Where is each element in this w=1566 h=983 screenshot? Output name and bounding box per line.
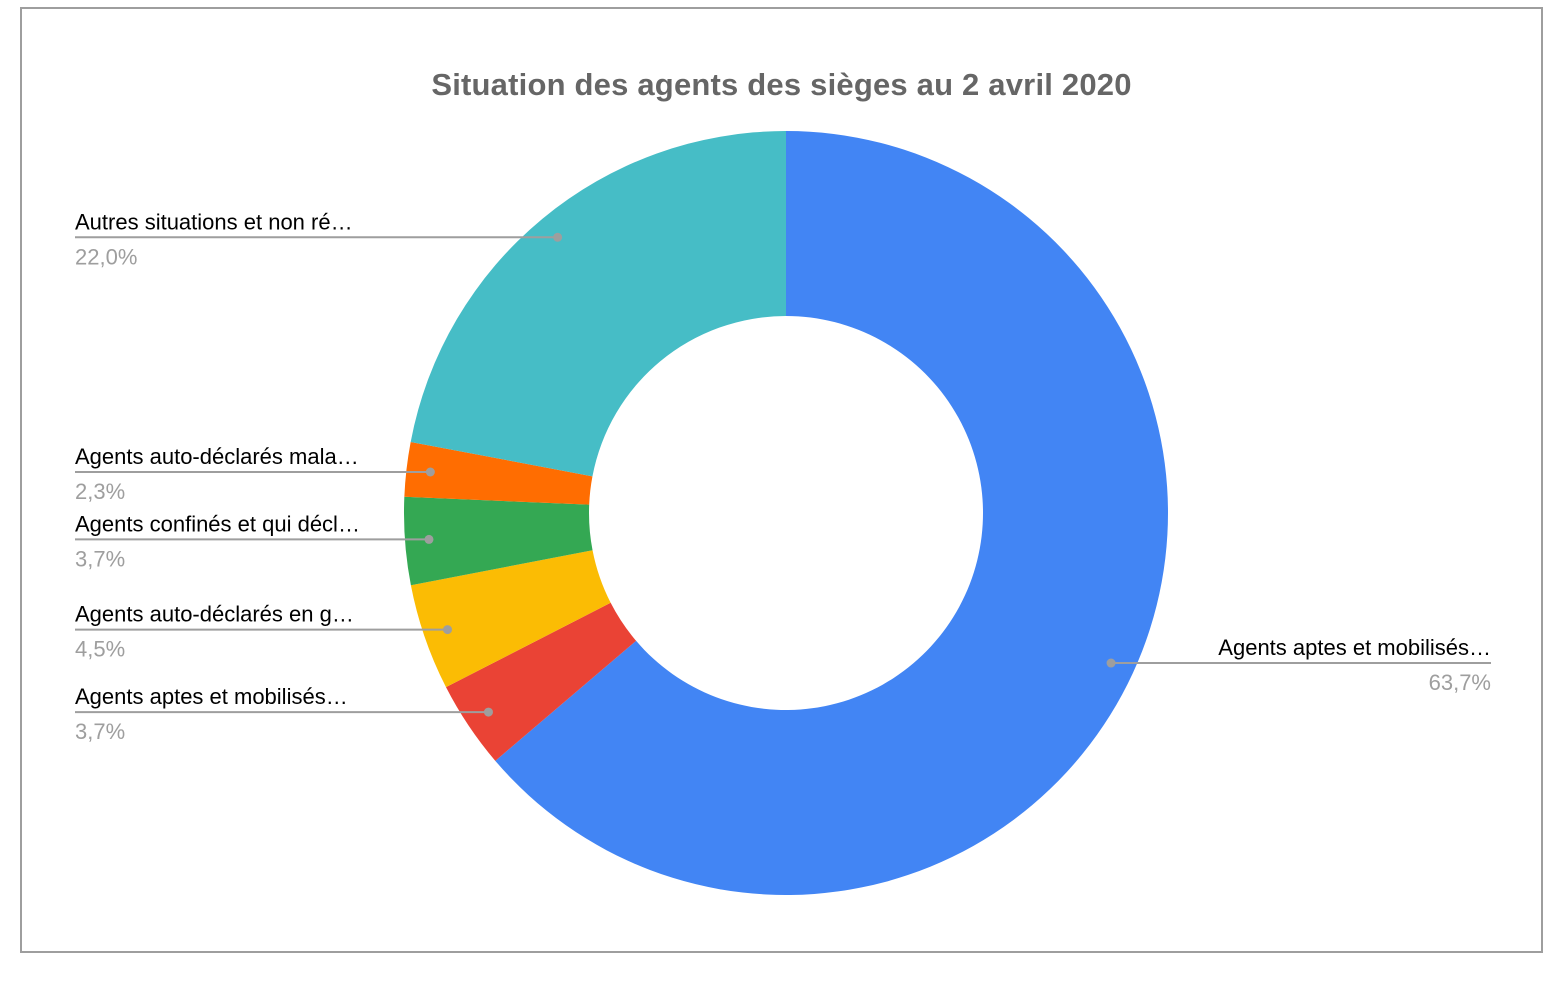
slice-label-2: Agents auto-déclarés en g…: [75, 602, 354, 627]
pie-slice-5[interactable]: [410, 131, 786, 477]
leader-dot-5: [553, 232, 563, 242]
slice-label-3: Agents confinés et qui décl…: [75, 511, 360, 536]
leader-dot-0: [1106, 658, 1116, 668]
chart-title: Situation des agents des sièges au 2 avr…: [431, 67, 1132, 102]
slice-label-5: Autres situations et non ré…: [75, 209, 353, 234]
slice-percent-4: 2,3%: [75, 479, 125, 504]
slice-percent-0: 63,7%: [1429, 670, 1491, 695]
leader-dot-3: [424, 534, 434, 544]
slice-percent-5: 22,0%: [75, 244, 137, 269]
pie-slice-2[interactable]: [410, 550, 611, 688]
slice-label-4: Agents auto-déclarés mala…: [75, 444, 359, 469]
leader-dot-4: [425, 467, 435, 477]
leader-dot-2: [443, 625, 453, 635]
slice-label-1: Agents aptes et mobilisés…: [75, 684, 348, 709]
pie-slice-4[interactable]: [404, 441, 593, 505]
pie-slice-1[interactable]: [445, 602, 637, 761]
leader-dot-1: [483, 707, 493, 717]
slice-percent-1: 3,7%: [75, 719, 125, 744]
slice-label-0: Agents aptes et mobilisés…: [1218, 635, 1491, 660]
slice-percent-3: 3,7%: [75, 546, 125, 571]
pie-slice-3[interactable]: [403, 496, 593, 586]
pie-slice-0[interactable]: [495, 131, 1168, 895]
slice-percent-2: 4,5%: [75, 637, 125, 662]
